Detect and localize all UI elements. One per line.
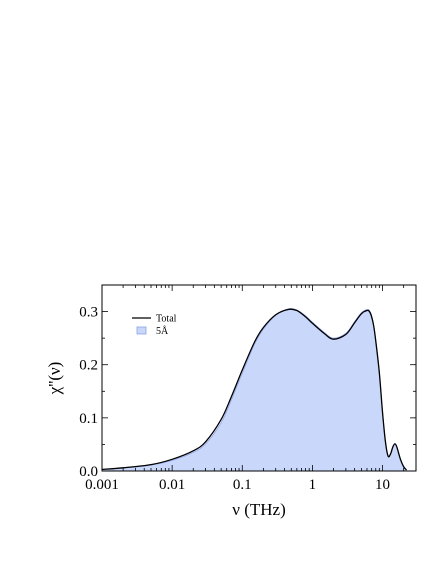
series-total-line <box>101 308 408 471</box>
series-5a-area <box>101 308 407 472</box>
legend-total-label: Total <box>156 314 177 325</box>
x-tick-label: 0.01 <box>159 477 185 493</box>
plot-frame <box>101 284 417 472</box>
legend: Total 5Å <box>132 314 177 337</box>
x-axis-label: ν (THz) <box>232 500 285 519</box>
y-tick-label: 0.1 <box>79 411 98 427</box>
y-tick-label: 0.3 <box>79 305 98 321</box>
y-axis-label: χ''(ν) <box>45 362 64 396</box>
plot-area <box>101 308 408 472</box>
y-axis-ticks: 0.0 0.1 0.2 0.3 <box>79 284 416 480</box>
legend-5a-swatch <box>136 326 147 335</box>
x-tick-label: 10 <box>375 477 390 493</box>
x-tick-label: 0.001 <box>85 477 119 493</box>
x-axis-ticks: 0.001 0.01 0.1 1 10 <box>85 285 417 493</box>
x-tick-label: 1 <box>309 477 317 493</box>
x-tick-label: 0.1 <box>233 477 252 493</box>
y-tick-label: 0.0 <box>79 464 98 480</box>
y-tick-label: 0.2 <box>79 358 98 374</box>
legend-5a-label: 5Å <box>156 325 169 337</box>
